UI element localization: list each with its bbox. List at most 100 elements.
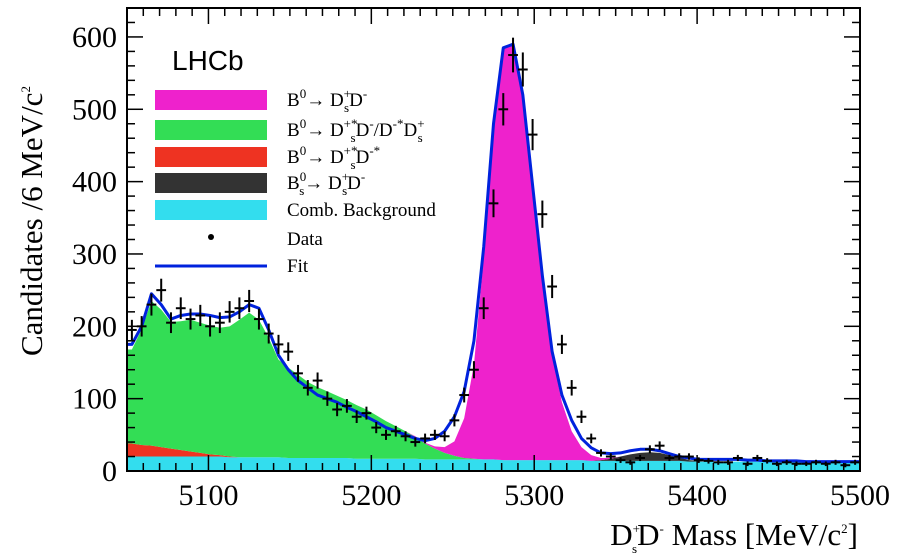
data-point xyxy=(840,463,851,468)
data-point xyxy=(693,457,704,463)
legend-entry-data: Data xyxy=(208,229,323,250)
data-point xyxy=(605,453,616,460)
data-point xyxy=(537,200,548,228)
data-point xyxy=(283,342,294,361)
stacked-components xyxy=(127,44,860,471)
data-point xyxy=(263,323,274,344)
legend-swatch xyxy=(155,147,267,167)
data-point xyxy=(723,459,733,465)
fit-curve-group xyxy=(127,42,860,464)
data-point xyxy=(205,316,215,337)
y-tick-label: 100 xyxy=(72,383,117,416)
y-axis-title: Candidates /6 MeV/c2 xyxy=(14,86,49,356)
data-point xyxy=(234,297,245,320)
legend-label: Data xyxy=(287,229,323,250)
data-point xyxy=(439,431,450,442)
data-point xyxy=(508,37,518,73)
data-point xyxy=(351,410,362,424)
data-point xyxy=(400,431,411,442)
data-point xyxy=(527,119,538,151)
data-point xyxy=(302,380,313,396)
data-point xyxy=(449,414,460,427)
data-point xyxy=(801,461,812,467)
data-point xyxy=(547,274,558,299)
data-point xyxy=(390,425,401,437)
comb-background-area xyxy=(127,456,860,471)
data-point xyxy=(498,93,509,126)
data-point xyxy=(772,461,782,467)
legend-swatch xyxy=(155,120,267,140)
data-point xyxy=(293,364,303,382)
data-point xyxy=(713,459,724,465)
y-tick-label: 300 xyxy=(72,238,117,271)
data-point xyxy=(175,297,186,320)
data-point xyxy=(459,387,470,403)
data-point xyxy=(517,52,528,87)
data-point xyxy=(830,459,841,465)
data-point xyxy=(410,437,421,447)
data-point xyxy=(478,297,489,320)
data-point xyxy=(166,312,176,334)
data-point xyxy=(811,459,821,465)
data-point xyxy=(664,454,675,462)
data-point xyxy=(596,449,606,457)
data-point xyxy=(674,453,685,460)
legend-label: B0→ D+* sD-/D-*D+ s xyxy=(287,116,425,145)
data-point xyxy=(429,429,440,440)
legend-label: B0→ D+* sD-* xyxy=(287,143,380,172)
legend-label: Fit xyxy=(287,256,309,277)
data-point xyxy=(752,454,763,462)
legend: B0→ D+ sD-B0→ D+* sD-/D-*D+ sB0→ D+* sD-*B0 s… xyxy=(155,86,436,277)
legend-entry-bd_dsstar_dstar: B0→ D+* sD-* xyxy=(155,143,380,172)
data-point xyxy=(742,461,753,467)
x-axis-title: D+ sD- Mass [MeV/c2] xyxy=(610,517,858,556)
legend-label: B0→ D+ sD- xyxy=(287,86,367,115)
y-tick-label: 0 xyxy=(102,455,117,488)
data-point xyxy=(185,308,196,330)
data-point xyxy=(684,453,694,460)
data-point xyxy=(781,459,792,465)
bs-dsd-area xyxy=(127,443,860,463)
experiment-label: LHCb xyxy=(172,45,244,76)
legend-swatch xyxy=(155,200,267,220)
data-point xyxy=(586,433,597,444)
data-point xyxy=(381,429,391,440)
legend-label: Comb. Background xyxy=(287,200,436,221)
legend-entry-bd_dsd: B0→ D+ sD- xyxy=(155,86,367,115)
data-point xyxy=(791,461,802,467)
data-point xyxy=(576,410,587,424)
data-point xyxy=(332,402,343,417)
x-tick-label: 5200 xyxy=(341,479,401,512)
data-point xyxy=(224,301,235,323)
legend-entry-fit: Fit xyxy=(155,256,309,277)
bd-dsd-area xyxy=(127,44,860,463)
data-point xyxy=(566,380,577,396)
legend-swatch xyxy=(155,173,267,193)
data-point xyxy=(654,441,665,450)
data-point xyxy=(371,421,382,434)
data-point xyxy=(488,189,499,218)
legend-label: B0 s→ D+ sD- xyxy=(287,169,365,198)
data-point xyxy=(361,406,372,420)
data-point xyxy=(469,361,479,379)
x-tick-label: 5400 xyxy=(667,479,727,512)
data-point xyxy=(146,293,157,316)
data-point xyxy=(312,372,323,389)
data-point xyxy=(214,312,225,334)
data-point xyxy=(273,334,284,354)
data-point xyxy=(254,308,264,330)
data-point xyxy=(644,445,655,454)
tick-labels: 5100 5200 5300 5400 5500 0 100 200 300 400 500 600 xyxy=(72,21,890,512)
data-point xyxy=(420,433,430,444)
x-tick-label: 5500 xyxy=(830,479,890,512)
y-tick-label: 200 xyxy=(72,310,117,343)
legend-entry-bs_dsd: B0 s→ D+ sD- xyxy=(155,169,365,198)
data-point xyxy=(322,391,333,406)
data-points-group xyxy=(127,37,860,468)
data-point xyxy=(703,458,714,464)
data-point xyxy=(732,454,743,462)
data-point xyxy=(635,454,645,462)
data-point xyxy=(762,458,773,464)
data-point xyxy=(156,278,167,302)
data-point xyxy=(244,289,255,313)
